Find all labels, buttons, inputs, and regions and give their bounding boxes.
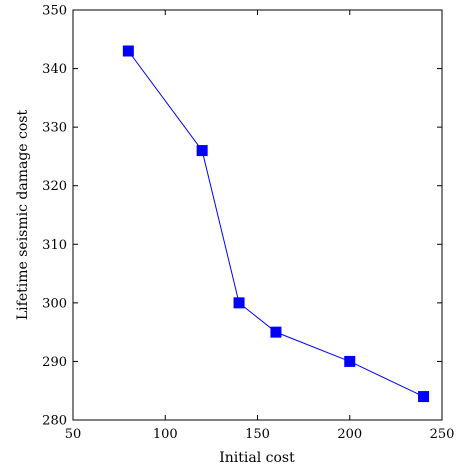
x-tick-label-3: 200 xyxy=(337,427,362,442)
data-point-0-0 xyxy=(122,45,134,57)
y-tick-label-7: 350 xyxy=(42,4,67,19)
axis-ticks xyxy=(72,9,443,421)
y-tick-label-3: 310 xyxy=(42,238,67,253)
y-tick-label-0: 280 xyxy=(42,414,67,429)
y-tick-label-4: 320 xyxy=(42,179,67,194)
y-tick-label-6: 340 xyxy=(42,62,67,77)
x-axis-label: Initial cost xyxy=(219,450,295,466)
y-tick-label-5: 330 xyxy=(42,121,67,136)
x-tick-label-4: 250 xyxy=(430,427,455,442)
y-tick-label-2: 300 xyxy=(42,296,67,311)
y-axis-label: Lifetime seismic damage cost xyxy=(15,110,31,321)
plot-frame xyxy=(72,9,443,421)
series-group xyxy=(122,45,430,403)
y-tick-label-1: 290 xyxy=(42,355,67,370)
data-point-0-3 xyxy=(270,326,282,338)
data-point-0-5 xyxy=(418,391,430,403)
tick-labels: 50 100 150 200 250 280 290 300 310 320 330 340 350 xyxy=(42,4,454,443)
data-point-0-2 xyxy=(233,297,245,309)
x-tick-label-0: 50 xyxy=(65,427,82,442)
data-point-0-1 xyxy=(196,145,208,157)
data-point-0-4 xyxy=(344,355,356,367)
x-tick-label-1: 100 xyxy=(153,427,178,442)
x-tick-label-2: 150 xyxy=(245,427,270,442)
series-line-0 xyxy=(127,50,424,398)
